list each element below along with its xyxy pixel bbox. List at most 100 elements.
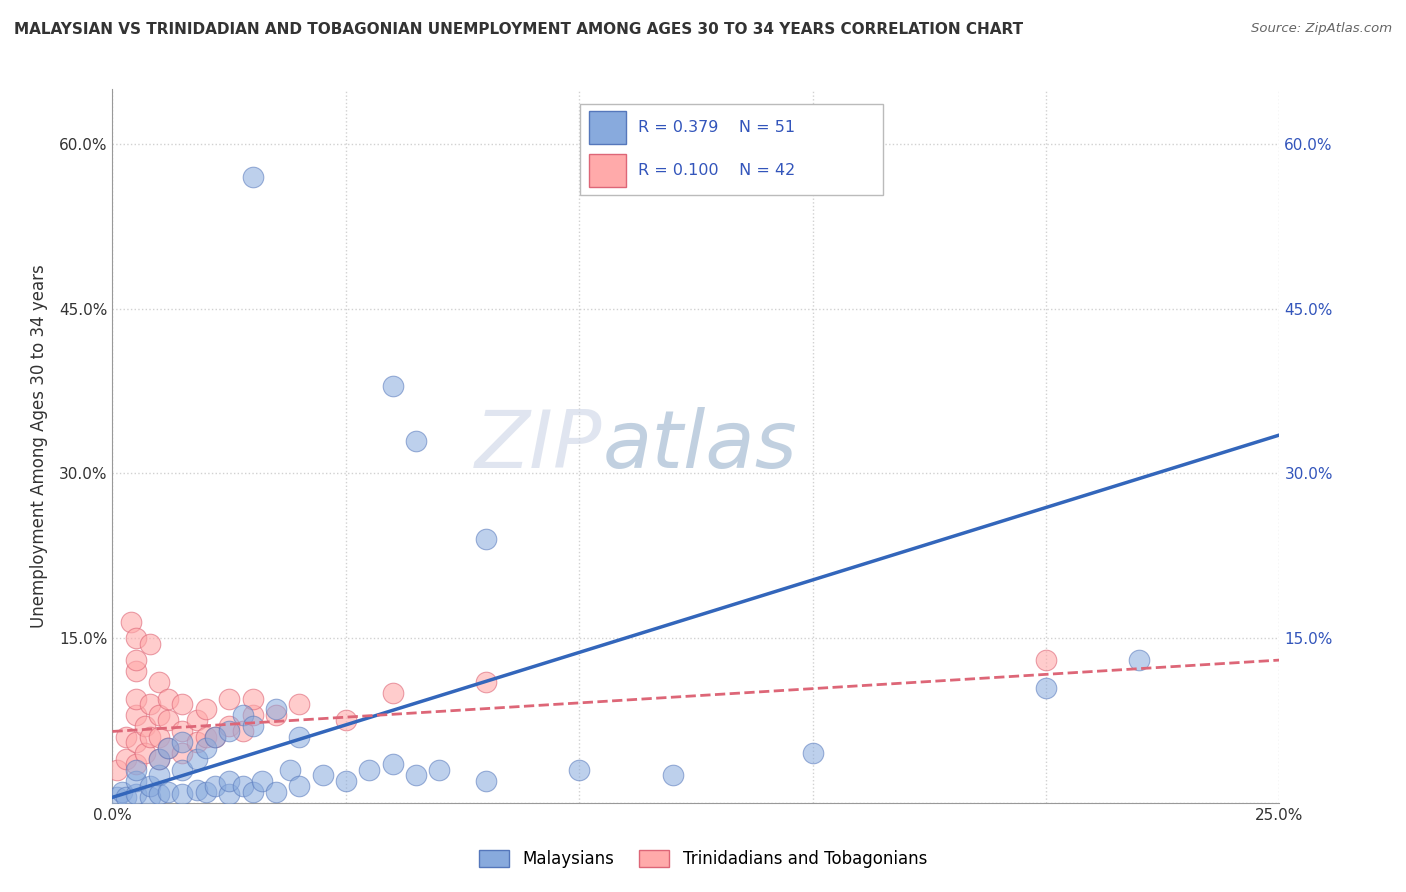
Point [381,757,404,772]
Point [242,785,264,799]
Point [186,714,208,728]
Text: MALAYSIAN VS TRINIDADIAN AND TOBAGONIAN UNEMPLOYMENT AMONG AGES 30 TO 34 YEARS C: MALAYSIAN VS TRINIDADIAN AND TOBAGONIAN … [14,22,1024,37]
Point [232,780,254,794]
Point [405,768,427,782]
Point [381,378,404,392]
Point [232,724,254,739]
Text: atlas: atlas [603,407,797,485]
Point [186,752,208,766]
Point [1035,681,1057,695]
Point [125,735,148,749]
Point [194,702,217,716]
Point [148,675,170,690]
Bar [589,111,626,144]
Point [115,790,138,805]
Y-axis label: Unemployment Among Ages 30 to 34 years: Unemployment Among Ages 30 to 34 years [30,264,48,628]
Point [105,790,128,805]
Point [475,773,498,788]
Point [172,697,194,711]
Point [218,724,240,739]
Point [148,708,170,723]
Point [250,773,273,788]
Point [264,702,287,716]
Point [1035,653,1057,667]
Point [311,768,333,782]
Point [172,735,194,749]
Point [218,691,240,706]
Point [288,697,311,711]
Point [125,653,148,667]
Point [139,637,162,651]
Point [172,763,194,777]
Point [194,740,217,755]
Point [125,708,148,723]
Point [335,714,357,728]
Point [427,763,450,777]
Point [242,719,264,733]
Point [204,730,226,744]
Point [242,691,264,706]
Point [232,708,254,723]
Point [218,719,240,733]
Point [405,434,427,448]
Point [125,763,148,777]
Point [801,747,824,761]
Point [157,691,180,706]
Point [125,631,148,645]
Point [115,730,138,744]
Point [157,785,180,799]
Point [157,740,180,755]
Point [148,752,170,766]
Point [157,714,180,728]
Point [661,768,683,782]
Bar [589,154,626,187]
Point [125,757,148,772]
Point [148,752,170,766]
Text: ZIP: ZIP [475,407,603,485]
Point [204,780,226,794]
Point [1128,653,1150,667]
Text: R = 0.100    N = 42: R = 0.100 N = 42 [638,162,796,178]
Point [475,533,498,547]
Point [568,763,591,777]
Point [381,686,404,700]
FancyBboxPatch shape [579,103,883,195]
Legend: Malaysians, Trinidadians and Tobagonians: Malaysians, Trinidadians and Tobagonians [472,843,934,875]
Point [139,790,162,805]
Point [115,752,138,766]
Point [125,773,148,788]
Point [172,747,194,761]
Point [148,787,170,801]
Point [125,787,148,801]
Point [278,763,301,777]
Point [242,169,264,184]
Point [264,708,287,723]
Point [139,780,162,794]
Point [194,730,217,744]
Point [172,724,194,739]
Point [111,785,134,799]
Point [186,782,208,797]
Point [134,719,156,733]
Point [186,735,208,749]
Point [218,773,240,788]
Point [157,740,180,755]
Point [125,664,148,678]
Point [288,730,311,744]
Text: R = 0.379    N = 51: R = 0.379 N = 51 [638,120,796,136]
Point [134,747,156,761]
Point [120,615,142,629]
Text: Source: ZipAtlas.com: Source: ZipAtlas.com [1251,22,1392,36]
Point [172,787,194,801]
Point [288,780,311,794]
Point [264,785,287,799]
Point [335,773,357,788]
Point [194,785,217,799]
Point [105,763,128,777]
Point [359,763,381,777]
Point [139,697,162,711]
Point [204,730,226,744]
Point [242,708,264,723]
Point [125,691,148,706]
Point [148,730,170,744]
